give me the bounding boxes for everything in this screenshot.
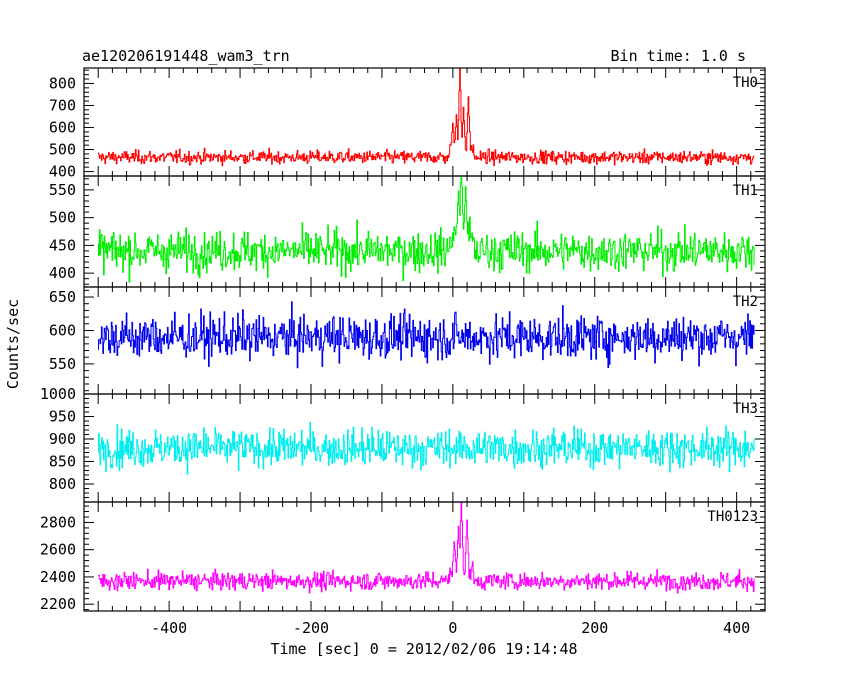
y-axis-label: Counts/sec [4, 299, 22, 389]
y-tick-label: 900 [49, 430, 76, 448]
y-tick-label: 450 [49, 236, 76, 254]
y-tick-label: 850 [49, 453, 76, 471]
series-line-th3 [98, 421, 755, 475]
y-tick-label: 950 [49, 408, 76, 426]
y-tick-label: 1000 [40, 385, 76, 403]
panels-group: 400 500 600 700 800 TH0 400 450 500 550 TH1 550 600 6… [40, 67, 766, 613]
chart-title-left: ae120206191448_wam3_trn [82, 47, 290, 65]
series-label-th2: TH2 [733, 294, 758, 310]
y-tick-label: 600 [49, 321, 76, 339]
y-tick-label: 800 [49, 74, 76, 92]
panel-th0: 400 500 600 700 800 TH0 [49, 67, 766, 181]
y-tick-label: 400 [49, 163, 76, 181]
y-tick-label: 700 [49, 96, 76, 114]
series-line-th0123 [98, 502, 755, 594]
x-tick-label: 0 [448, 619, 457, 637]
x-axis: -400 -200 0 200 400 [151, 619, 750, 637]
y-tick-label: 2800 [40, 513, 76, 531]
series-line-th2 [98, 301, 755, 369]
y-tick-label: 400 [49, 264, 76, 282]
x-tick-label: 200 [581, 619, 608, 637]
panel-th1: 400 450 500 550 TH1 [49, 175, 766, 288]
panel-frame-th0123 [83, 501, 766, 612]
x-tick-label: 400 [723, 619, 750, 637]
series-line-th1 [98, 176, 755, 283]
y-tick-label: 550 [49, 181, 76, 199]
series-label-th1: TH1 [733, 183, 758, 199]
panel-th2: 550 600 650 TH2 [49, 286, 766, 395]
panel-th3: 800 850 900 950 1000 TH3 [40, 385, 766, 503]
y-tick-label: 500 [49, 209, 76, 227]
series-label-th3: TH3 [733, 401, 758, 417]
chart-title-right: Bin time: 1.0 s [611, 47, 746, 65]
series-line-th0 [98, 68, 755, 167]
y-tick-label: 800 [49, 475, 76, 493]
y-tick-label: 500 [49, 141, 76, 159]
series-label-th0123: TH0123 [707, 509, 758, 525]
y-tick-label: 2600 [40, 541, 76, 559]
y-tick-label: 2200 [40, 595, 76, 613]
y-tick-label: 2400 [40, 568, 76, 586]
y-tick-label: 650 [49, 288, 76, 306]
x-tick-label: -200 [293, 619, 329, 637]
x-axis-label: Time [sec] 0 = 2012/02/06 19:14:48 [270, 640, 577, 658]
x-tick-label: -400 [151, 619, 187, 637]
series-label-th0: TH0 [733, 75, 758, 91]
panel-th0123: 2200 2400 2600 2800 TH0123 [40, 501, 766, 613]
y-tick-label: 600 [49, 119, 76, 137]
y-tick-label: 550 [49, 355, 76, 373]
